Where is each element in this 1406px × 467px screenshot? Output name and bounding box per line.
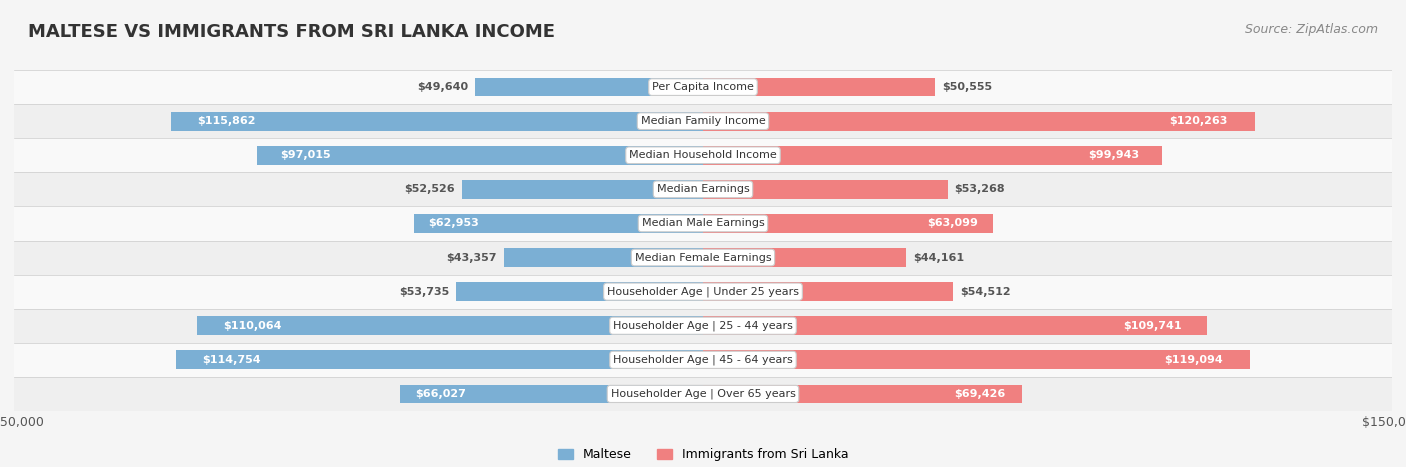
Text: $53,735: $53,735 <box>399 287 450 297</box>
Text: Median Male Earnings: Median Male Earnings <box>641 219 765 228</box>
Bar <box>14 343 1392 377</box>
Bar <box>503 248 703 267</box>
Text: Median Family Income: Median Family Income <box>641 116 765 126</box>
Text: Median Female Earnings: Median Female Earnings <box>634 253 772 262</box>
Bar <box>14 241 1392 275</box>
Bar <box>461 180 703 199</box>
Bar <box>14 104 1392 138</box>
Bar <box>14 309 1392 343</box>
Text: $119,094: $119,094 <box>1164 355 1223 365</box>
Bar <box>197 316 703 335</box>
Text: Householder Age | Under 25 years: Householder Age | Under 25 years <box>607 286 799 297</box>
Bar <box>703 316 1206 335</box>
Text: $120,263: $120,263 <box>1170 116 1227 126</box>
Bar <box>703 384 1022 403</box>
Bar <box>475 78 703 97</box>
Text: $114,754: $114,754 <box>202 355 262 365</box>
Text: Householder Age | 25 - 44 years: Householder Age | 25 - 44 years <box>613 320 793 331</box>
Text: $99,943: $99,943 <box>1088 150 1139 160</box>
Bar <box>176 350 703 369</box>
Text: $97,015: $97,015 <box>280 150 330 160</box>
Text: $62,953: $62,953 <box>429 219 479 228</box>
Bar <box>703 112 1256 131</box>
Text: $109,741: $109,741 <box>1123 321 1182 331</box>
Text: $44,161: $44,161 <box>912 253 965 262</box>
Text: Source: ZipAtlas.com: Source: ZipAtlas.com <box>1244 23 1378 36</box>
Text: $63,099: $63,099 <box>928 219 979 228</box>
Bar <box>14 138 1392 172</box>
Bar <box>703 146 1161 165</box>
Text: Median Earnings: Median Earnings <box>657 184 749 194</box>
Bar <box>14 172 1392 206</box>
Text: $69,426: $69,426 <box>955 389 1005 399</box>
Text: $43,357: $43,357 <box>447 253 496 262</box>
Text: Householder Age | 45 - 64 years: Householder Age | 45 - 64 years <box>613 354 793 365</box>
Bar <box>14 206 1392 241</box>
Bar <box>703 282 953 301</box>
Text: $49,640: $49,640 <box>418 82 468 92</box>
Bar <box>399 384 703 403</box>
Bar <box>172 112 703 131</box>
Bar <box>703 248 905 267</box>
Text: $50,555: $50,555 <box>942 82 993 92</box>
Text: $115,862: $115,862 <box>197 116 256 126</box>
Legend: Maltese, Immigrants from Sri Lanka: Maltese, Immigrants from Sri Lanka <box>553 443 853 466</box>
Text: $54,512: $54,512 <box>960 287 1011 297</box>
Bar <box>703 180 948 199</box>
Bar <box>703 78 935 97</box>
Bar <box>413 214 703 233</box>
Text: MALTESE VS IMMIGRANTS FROM SRI LANKA INCOME: MALTESE VS IMMIGRANTS FROM SRI LANKA INC… <box>28 23 555 42</box>
Bar <box>703 350 1250 369</box>
Bar <box>257 146 703 165</box>
Text: Householder Age | Over 65 years: Householder Age | Over 65 years <box>610 389 796 399</box>
Bar <box>703 214 993 233</box>
Text: $110,064: $110,064 <box>222 321 281 331</box>
Bar <box>14 377 1392 411</box>
Text: $52,526: $52,526 <box>405 184 456 194</box>
Text: $66,027: $66,027 <box>415 389 465 399</box>
Text: Median Household Income: Median Household Income <box>628 150 778 160</box>
Bar <box>456 282 703 301</box>
Text: $53,268: $53,268 <box>955 184 1005 194</box>
Text: Per Capita Income: Per Capita Income <box>652 82 754 92</box>
Bar <box>14 70 1392 104</box>
Bar <box>14 275 1392 309</box>
